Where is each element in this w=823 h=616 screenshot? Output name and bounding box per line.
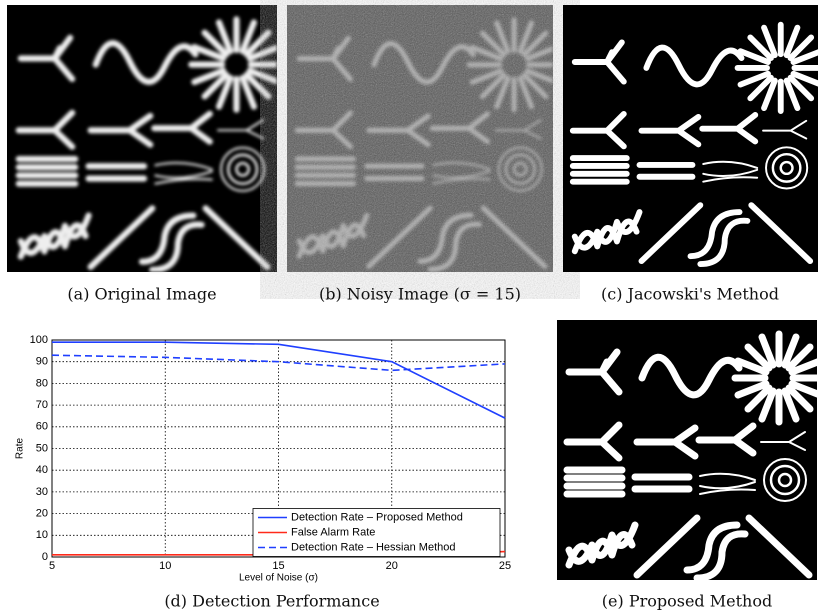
- panel-b: [287, 5, 559, 272]
- y-tick-label: 60: [36, 421, 48, 433]
- x-axis-label: Level of Noise (σ): [239, 573, 318, 584]
- y-tick-label: 10: [36, 529, 48, 541]
- panel-c: [563, 5, 823, 272]
- legend-label: Detection Rate – Proposed Method: [291, 511, 463, 523]
- x-tick-label: 20: [386, 560, 398, 572]
- x-tick-label: 10: [159, 560, 171, 572]
- legend-label: False Alarm Rate: [291, 526, 375, 538]
- caption: (d) Detection Performance: [164, 592, 379, 611]
- y-tick-label: 100: [30, 334, 48, 346]
- x-tick-label: 5: [49, 560, 55, 572]
- chart: 0 10 20 30 40 50 60 70 80 90 100 5 10 15 20 25 Level of …: [15, 334, 511, 584]
- y-tick-label: 20: [36, 508, 48, 520]
- caption: (c) Jacowski's Method: [601, 285, 779, 304]
- y-tick-label: 70: [36, 399, 48, 411]
- x-tick-label: 15: [272, 560, 284, 572]
- y-tick-label: 80: [36, 377, 48, 389]
- caption: (e) Proposed Method: [602, 592, 772, 611]
- y-tick-label: 0: [42, 551, 48, 563]
- panel-a: [7, 5, 282, 272]
- y-tick-label: 40: [36, 464, 48, 476]
- caption: (a) Original Image: [67, 285, 216, 304]
- figure: (a) Original Image (b) Noisy Image (σ = …: [0, 0, 823, 616]
- caption: (b) Noisy Image (σ = 15): [319, 285, 521, 304]
- panel-e: [557, 320, 823, 580]
- y-axis-label: Rate: [15, 438, 26, 460]
- y-tick-label: 30: [36, 486, 48, 498]
- y-tick-label: 90: [36, 356, 48, 368]
- y-tick-label: 50: [36, 442, 48, 454]
- legend-label: Detection Rate – Hessian Method: [291, 541, 455, 553]
- x-tick-label: 25: [499, 560, 511, 572]
